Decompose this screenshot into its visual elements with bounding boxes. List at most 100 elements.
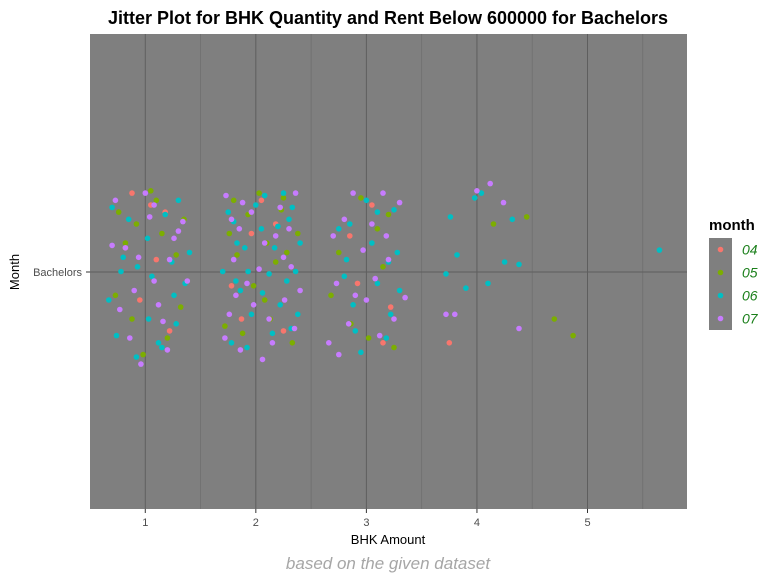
data-point-07 xyxy=(142,190,149,196)
data-point-05 xyxy=(173,252,179,258)
data-point-07 xyxy=(280,254,287,261)
data-point-06 xyxy=(454,252,460,258)
data-point-04 xyxy=(347,233,353,239)
data-point-06 xyxy=(394,249,401,256)
data-point-07 xyxy=(160,318,166,325)
legend-key-dot xyxy=(717,292,724,299)
data-point-07 xyxy=(474,188,480,194)
data-point-05 xyxy=(284,249,290,256)
data-point-05 xyxy=(385,211,392,218)
data-point-07 xyxy=(396,199,403,206)
data-point-05 xyxy=(380,264,386,270)
data-point-07 xyxy=(151,278,157,284)
data-point-07 xyxy=(266,316,272,322)
data-point-07 xyxy=(175,228,182,234)
data-point-07 xyxy=(345,321,352,327)
data-point-07 xyxy=(109,242,115,249)
data-point-07 xyxy=(487,180,494,187)
data-point-04 xyxy=(238,316,245,322)
data-point-05 xyxy=(490,221,497,227)
data-point-06 xyxy=(509,216,516,223)
data-point-07 xyxy=(350,190,356,196)
x-tick-label: 5 xyxy=(584,517,590,529)
data-point-06 xyxy=(341,273,348,280)
data-point-06 xyxy=(242,245,248,251)
data-point-06 xyxy=(244,344,250,351)
data-point-06 xyxy=(145,316,152,322)
y-axis: Bachelors xyxy=(33,267,90,279)
data-point-06 xyxy=(363,197,370,204)
data-point-05 xyxy=(140,351,146,358)
legend-label: 06 xyxy=(742,288,758,304)
data-point-06 xyxy=(471,195,478,201)
data-point-06 xyxy=(374,280,381,287)
data-point-07 xyxy=(269,340,276,346)
data-point-07 xyxy=(391,316,397,322)
data-point-05 xyxy=(234,252,240,258)
data-point-06 xyxy=(383,335,390,341)
data-point-04 xyxy=(446,340,453,346)
data-point-07 xyxy=(385,256,392,263)
data-point-06 xyxy=(261,192,268,199)
data-point-07 xyxy=(330,233,337,239)
data-point-05 xyxy=(239,330,246,337)
data-point-05 xyxy=(148,188,154,194)
data-point-06 xyxy=(106,297,112,303)
legend-key-dot xyxy=(717,246,724,253)
data-point-06 xyxy=(125,216,132,223)
x-tick-label: 1 xyxy=(142,517,148,529)
legend-label: 04 xyxy=(742,242,758,258)
data-point-07 xyxy=(277,204,284,211)
data-point-07 xyxy=(131,287,137,294)
data-point-06 xyxy=(134,264,141,270)
data-point-07 xyxy=(281,297,288,303)
data-point-07 xyxy=(127,335,133,341)
data-point-07 xyxy=(291,325,298,332)
data-point-06 xyxy=(171,292,177,299)
data-point-07 xyxy=(292,190,299,196)
data-point-07 xyxy=(117,306,123,313)
data-point-06 xyxy=(374,209,381,215)
x-axis: 1 2 3 4 5 xyxy=(142,509,591,529)
data-point-04 xyxy=(380,340,386,346)
data-point-05 xyxy=(358,195,364,201)
data-point-07 xyxy=(122,245,129,251)
data-point-07 xyxy=(286,226,292,232)
data-point-06 xyxy=(277,302,284,308)
data-point-07 xyxy=(297,287,303,294)
data-point-06 xyxy=(271,245,278,251)
data-point-05 xyxy=(250,283,257,289)
data-point-05 xyxy=(164,335,171,341)
data-point-07 xyxy=(360,247,366,253)
data-point-07 xyxy=(352,292,359,299)
data-point-06 xyxy=(173,321,179,327)
legend-label: 07 xyxy=(742,311,759,327)
data-point-07 xyxy=(166,256,173,263)
data-point-07 xyxy=(112,197,119,204)
data-point-06 xyxy=(289,204,296,211)
data-point-06 xyxy=(292,268,299,275)
data-point-06 xyxy=(155,340,162,346)
data-point-07 xyxy=(233,292,239,299)
data-point-07 xyxy=(383,233,390,239)
data-point-07 xyxy=(248,209,255,215)
data-point-04 xyxy=(387,304,394,310)
data-point-06 xyxy=(144,235,151,242)
legend-key-dot xyxy=(717,269,724,276)
data-point-06 xyxy=(175,197,182,204)
data-point-06 xyxy=(118,268,124,275)
legend-title: month xyxy=(709,217,755,234)
data-point-04 xyxy=(153,256,160,263)
data-point-06 xyxy=(369,240,375,246)
data-point-05 xyxy=(177,304,184,310)
legend-label: 05 xyxy=(742,265,758,281)
data-point-06 xyxy=(343,256,350,263)
data-point-06 xyxy=(396,287,403,294)
data-point-05 xyxy=(295,230,301,237)
data-point-06 xyxy=(391,207,397,213)
data-point-07 xyxy=(155,302,162,308)
data-point-07 xyxy=(272,233,279,239)
chart-title: Jitter Plot for BHK Quantity and Rent Be… xyxy=(108,8,668,28)
data-point-04 xyxy=(129,190,135,196)
